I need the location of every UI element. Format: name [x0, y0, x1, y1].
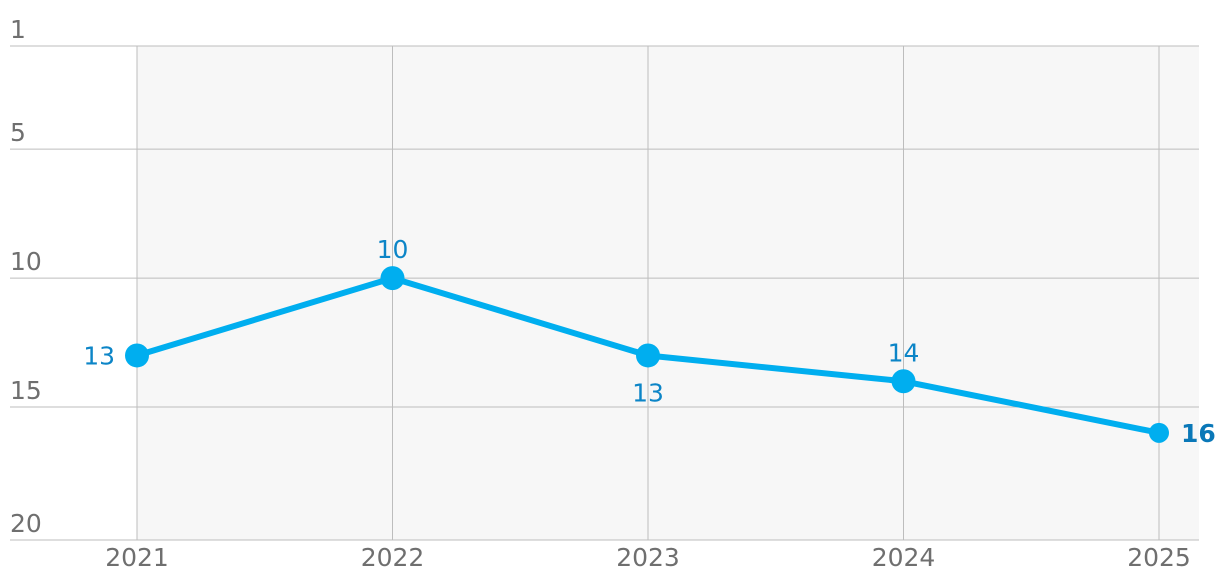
x-tick-label: 2023 — [616, 543, 680, 572]
data-label-2023: 13 — [632, 378, 664, 407]
data-label-2025: 16 — [1181, 419, 1216, 448]
x-tick-label: 2021 — [105, 543, 169, 572]
data-labels: 13 10 13 14 16 — [83, 235, 1216, 448]
data-label-2021: 13 — [83, 341, 115, 370]
y-tick-label: 10 — [10, 247, 42, 276]
vertical-gridlines — [136, 46, 1160, 540]
horizontal-gridlines — [10, 45, 1199, 541]
data-points — [125, 266, 1169, 443]
x-tick-label: 2025 — [1127, 543, 1191, 572]
data-point-2025 — [1149, 422, 1169, 443]
data-point-2022 — [380, 266, 405, 291]
data-point-2024 — [891, 369, 916, 394]
y-tick-label: 1 — [10, 15, 26, 44]
x-tick-label: 2024 — [872, 543, 936, 572]
y-tick-label: 20 — [10, 509, 42, 538]
data-label-2024: 14 — [888, 338, 920, 367]
x-tick-label: 2022 — [361, 543, 425, 572]
data-point-2021 — [125, 343, 149, 368]
data-point-2023 — [636, 343, 660, 368]
y-tick-label: 5 — [10, 118, 26, 147]
data-label-2022: 10 — [377, 235, 409, 264]
x-axis: 2021 2022 2023 2024 2025 — [105, 543, 1191, 572]
plot-background — [137, 46, 1199, 540]
y-tick-label: 15 — [10, 376, 42, 405]
